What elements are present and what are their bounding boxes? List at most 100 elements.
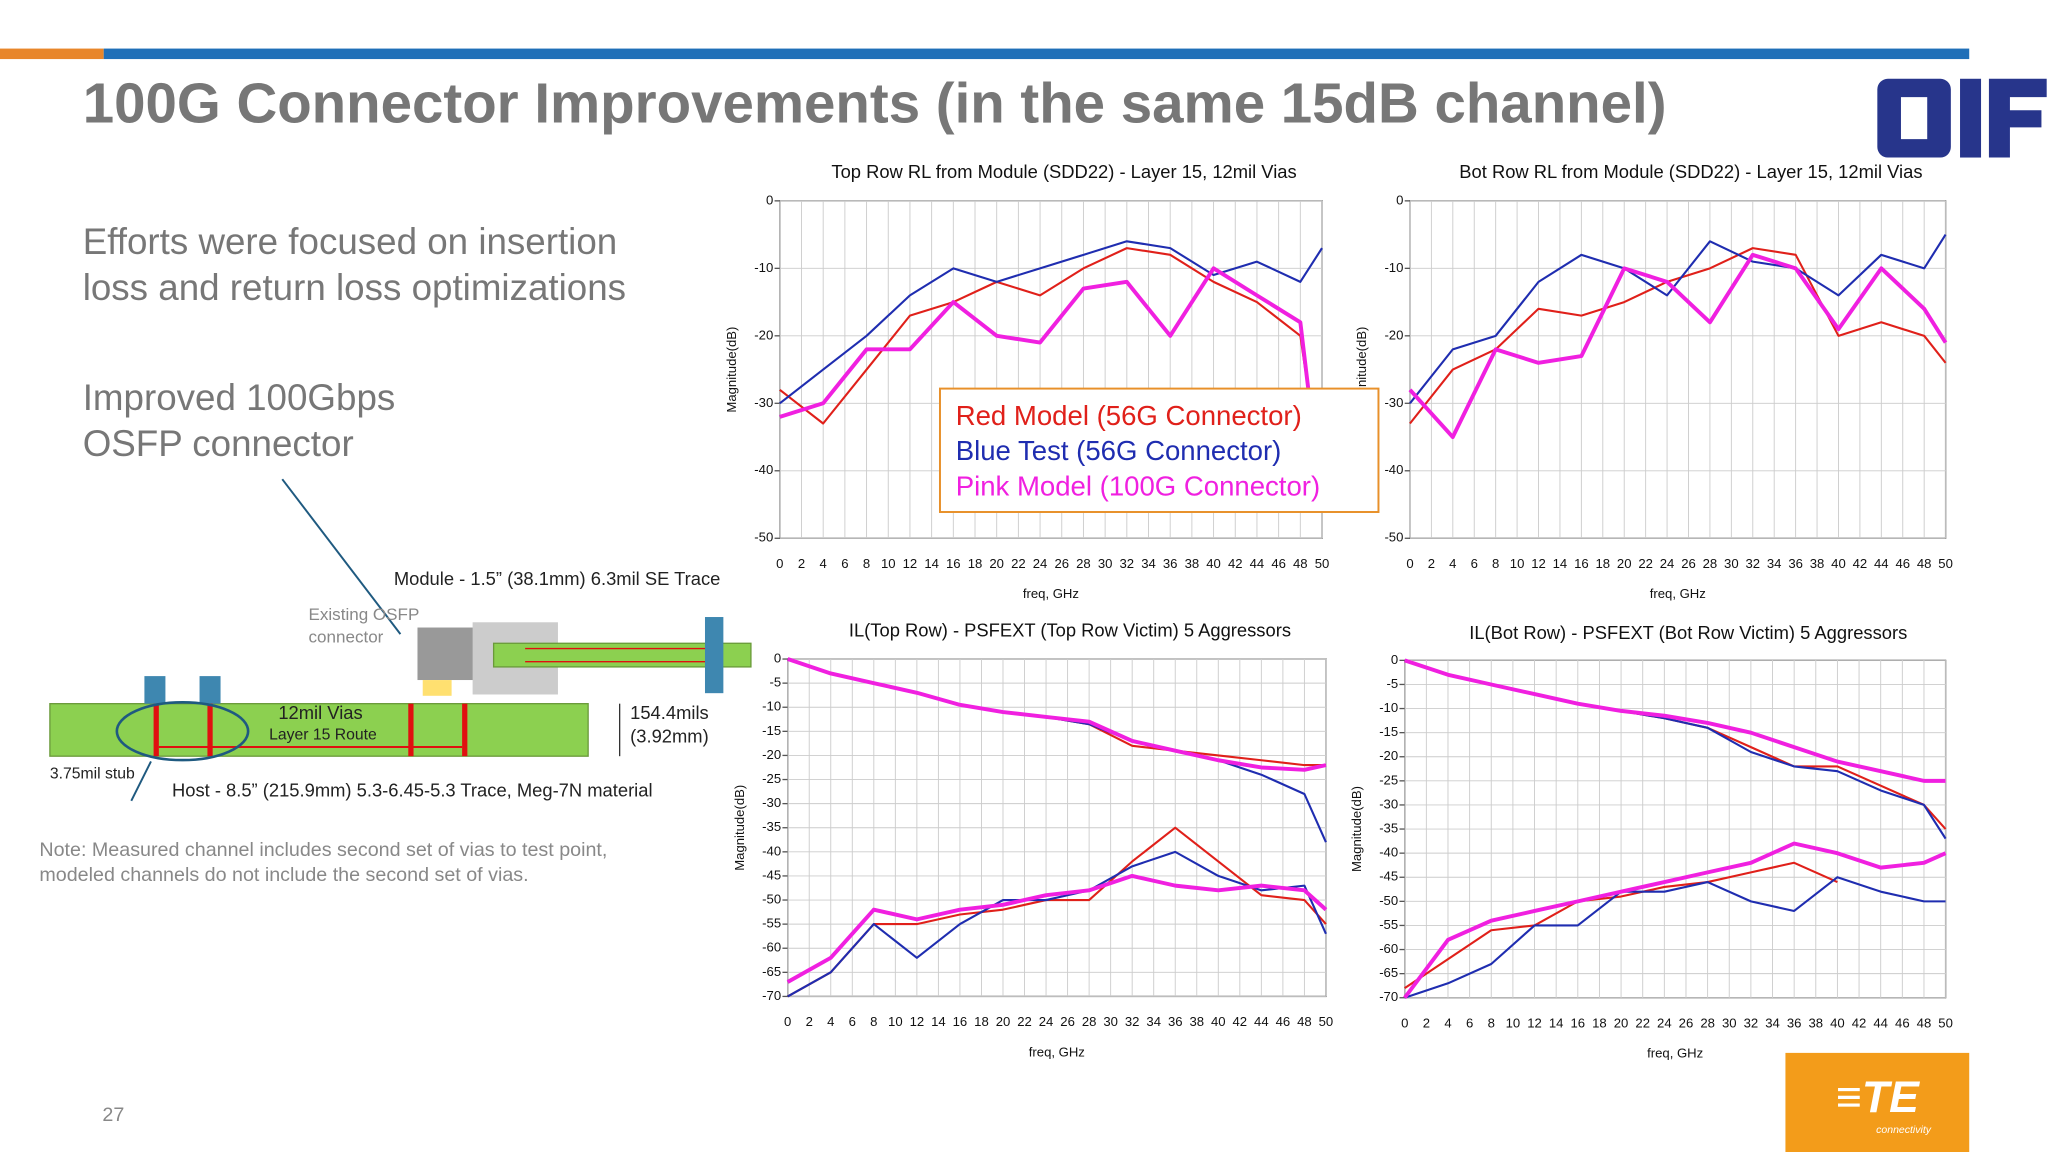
y-tick-label: -55 <box>762 916 781 931</box>
y-tick-label: 0 <box>1396 192 1403 207</box>
legend-box <box>938 387 1380 513</box>
x-tick-label: 8 <box>863 556 870 571</box>
x-tick-label: 14 <box>931 1014 946 1029</box>
svg-text:≡TE: ≡TE <box>1836 1073 1920 1122</box>
x-tick-label: 50 <box>1938 556 1953 571</box>
x-tick-label: 10 <box>888 1014 903 1029</box>
diagram-label: Existing OSFP <box>309 605 420 624</box>
y-tick-label: -65 <box>762 964 781 979</box>
y-tick-label: -40 <box>1379 845 1398 860</box>
y-tick-label: -20 <box>1379 748 1398 763</box>
y-tick-label: -5 <box>769 675 781 690</box>
x-tick-label: 10 <box>1506 1015 1521 1030</box>
x-tick-label: 40 <box>1831 556 1846 571</box>
x-tick-label: 48 <box>1293 556 1308 571</box>
y-axis-label: Magnitude(dB) <box>1349 786 1364 872</box>
x-tick-label: 38 <box>1185 556 1200 571</box>
series-line <box>1404 861 1838 990</box>
oif-logo <box>1877 78 2047 158</box>
y-tick-label: -30 <box>754 395 773 410</box>
x-tick-label: 42 <box>1853 556 1868 571</box>
x-tick-label: 16 <box>1571 1015 1586 1030</box>
y-tick-label: -35 <box>762 819 781 834</box>
x-tick-label: 44 <box>1250 556 1265 571</box>
y-tick-label: -25 <box>762 771 781 786</box>
x-tick-label: 34 <box>1765 1015 1780 1030</box>
x-tick-label: 46 <box>1895 556 1910 571</box>
x-tick-label: 28 <box>1703 556 1718 571</box>
diagram-label: Module - 1.5” (38.1mm) 6.3mil SE Trace <box>394 568 720 589</box>
x-tick-label: 20 <box>989 556 1004 571</box>
slide-title: 100G Connector Improvements (in the same… <box>83 72 1667 135</box>
x-tick-label: 24 <box>1660 556 1675 571</box>
note: Note: Measured channel includes second s… <box>39 839 607 861</box>
x-tick-label: 2 <box>1423 1015 1430 1030</box>
legend-entry: Pink Model (100G Connector) <box>956 471 1320 502</box>
y-tick-label: -35 <box>1379 821 1398 836</box>
diagram-label: connector <box>309 628 384 647</box>
x-tick-label: 18 <box>1595 556 1610 571</box>
y-tick-label: -20 <box>754 327 773 342</box>
x-tick-label: 46 <box>1276 1014 1291 1029</box>
svg-text:connectivity: connectivity <box>1876 1124 1932 1136</box>
x-tick-label: 14 <box>1549 1015 1564 1030</box>
x-tick-label: 30 <box>1724 556 1739 571</box>
chart: 0 2 4 6 8 10 12 14 16 18 20 22 24 26 28 30 32 34 36 38 40 42 4… <box>724 161 1329 601</box>
x-tick-label: 44 <box>1873 1015 1888 1030</box>
note: modeled channels do not include the seco… <box>39 864 528 886</box>
y-tick-label: -30 <box>1379 796 1398 811</box>
x-tick-label: 34 <box>1767 556 1782 571</box>
x-tick-label: 50 <box>1938 1015 1953 1030</box>
x-tick-label: 26 <box>1681 556 1696 571</box>
y-tick-label: -10 <box>762 699 781 714</box>
x-tick-label: 32 <box>1120 556 1135 571</box>
x-tick-label: 32 <box>1744 1015 1759 1030</box>
y-tick-label: -10 <box>754 260 773 275</box>
x-tick-label: 18 <box>974 1014 989 1029</box>
y-tick-label: 0 <box>1391 652 1398 667</box>
x-tick-label: 38 <box>1189 1014 1204 1029</box>
diagram-label: Host - 8.5” (215.9mm) 5.3-6.45-5.3 Trace… <box>172 779 653 800</box>
y-tick-label: -50 <box>1384 530 1403 545</box>
chart: 0 2 4 6 8 10 12 14 16 18 20 22 24 26 28 30 32 34 36 38 40 42 4… <box>732 619 1333 1059</box>
chart-title: Bot Row RL from Module (SDD22) - Layer 1… <box>1459 161 1922 182</box>
x-tick-label: 0 <box>784 1014 791 1029</box>
y-tick-label: -60 <box>1379 941 1398 956</box>
x-axis-label: freq, GHz <box>1023 586 1079 601</box>
x-tick-label: 40 <box>1830 1015 1845 1030</box>
series-line <box>787 657 1327 772</box>
x-tick-label: 24 <box>1039 1014 1054 1029</box>
x-tick-label: 40 <box>1206 556 1221 571</box>
series-line <box>1404 658 1946 783</box>
x-tick-label: 18 <box>968 556 983 571</box>
x-tick-label: 12 <box>903 556 918 571</box>
x-tick-label: 50 <box>1315 556 1330 571</box>
y-tick-label: -10 <box>1379 700 1398 715</box>
x-tick-label: 26 <box>1060 1014 1075 1029</box>
x-tick-label: 18 <box>1592 1015 1607 1030</box>
y-tick-label: -30 <box>762 795 781 810</box>
series-line <box>779 266 1324 505</box>
x-tick-label: 46 <box>1271 556 1286 571</box>
y-tick-label: -50 <box>762 892 781 907</box>
x-tick-label: 34 <box>1141 556 1156 571</box>
x-tick-label: 20 <box>1614 1015 1629 1030</box>
x-tick-label: 2 <box>798 556 805 571</box>
y-tick-label: -70 <box>1379 989 1398 1004</box>
x-tick-label: 0 <box>1401 1015 1408 1030</box>
diagram-label: 154.4mils <box>630 702 709 723</box>
diagram-label: 3.75mil stub <box>50 766 135 783</box>
x-tick-label: 6 <box>1471 556 1478 571</box>
x-tick-label: 38 <box>1810 556 1825 571</box>
x-tick-label: 32 <box>1745 556 1760 571</box>
x-tick-label: 8 <box>1488 1015 1495 1030</box>
x-tick-label: 6 <box>841 556 848 571</box>
x-tick-label: 14 <box>1553 556 1568 571</box>
x-tick-label: 24 <box>1657 1015 1672 1030</box>
chart: 0 2 4 6 8 10 12 14 16 18 20 22 24 26 28 30 32 34 36 38 40 42 4… <box>1354 161 1953 601</box>
diagram-label: 12mil Vias <box>278 702 362 723</box>
x-tick-label: 36 <box>1163 556 1178 571</box>
x-tick-label: 8 <box>870 1014 877 1029</box>
series-line <box>1408 252 1948 440</box>
